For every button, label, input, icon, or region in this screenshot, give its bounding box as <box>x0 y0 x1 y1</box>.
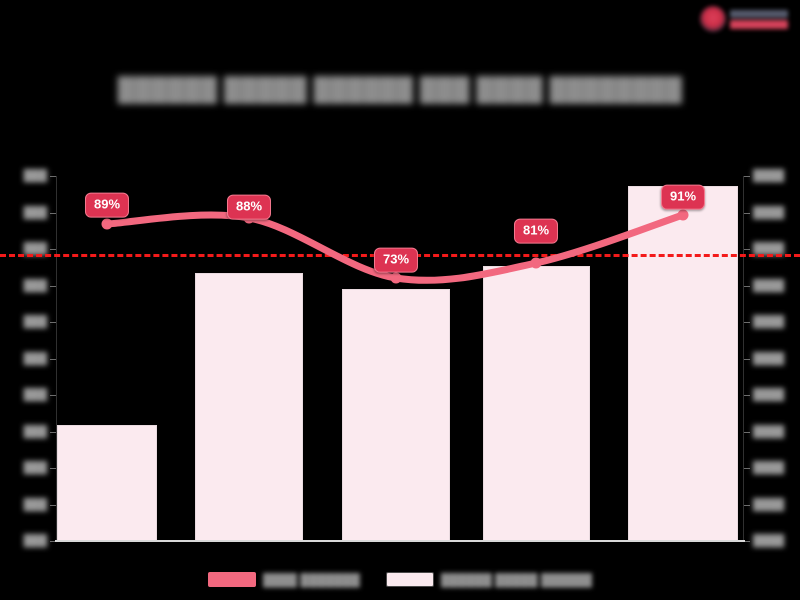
y-axis-right-tick-label: ████ <box>753 535 785 547</box>
logo-mark-icon <box>700 6 726 32</box>
data-label: 89% <box>84 192 130 218</box>
y-axis-left-tick <box>50 504 56 506</box>
logo-wordmark-line-1 <box>730 9 788 18</box>
data-label: 73% <box>373 247 419 273</box>
y-axis-right-tick-label: ████ <box>753 462 785 474</box>
y-axis-right-tick <box>744 176 750 177</box>
y-axis-left-tick <box>50 358 56 360</box>
y-axis-right-tick <box>744 468 750 469</box>
y-axis-left-tick <box>50 322 56 323</box>
chart-title: ██████ █████ ██████ ███ ████ ████████ <box>117 76 683 102</box>
line-marker[interactable] <box>390 272 402 284</box>
y-axis-left-tick <box>50 285 56 287</box>
y-axis-right-tick <box>744 249 750 250</box>
y-axis-right-tick-label: ████ <box>753 206 785 219</box>
y-axis-left-tick-label: ███ <box>23 352 47 365</box>
y-axis-left-tick-label: ███ <box>23 462 47 474</box>
y-axis-right-tick-label: ████ <box>753 389 785 401</box>
legend-label: ██████ █████ ██████ <box>440 572 593 587</box>
y-axis-right-tick-label: ████ <box>753 279 785 292</box>
brand-logo <box>700 4 792 34</box>
y-axis-right-tick-label: ████ <box>753 170 785 182</box>
y-axis-right-tick <box>744 358 750 360</box>
legend-swatch-bar <box>385 572 434 587</box>
y-axis-right-tick-label: ████ <box>753 243 785 255</box>
logo-wordmark-line-2 <box>730 19 788 29</box>
y-axis-right-tick <box>744 504 750 506</box>
y-axis-left-tick-label: ███ <box>23 425 47 438</box>
y-axis-right-tick <box>744 212 750 214</box>
y-axis-left-tick <box>50 176 56 177</box>
legend-swatch-line <box>207 572 256 587</box>
y-axis-left-tick-label: ███ <box>23 206 47 219</box>
y-axis-left-tick-label: ███ <box>23 389 47 401</box>
y-axis-left-tick-label: ███ <box>23 243 47 255</box>
logo-wordmark <box>730 9 788 29</box>
chart-legend: ████ ███████ ██████ █████ ██████ <box>0 572 800 587</box>
y-axis-left-tick-label: ███ <box>23 498 47 511</box>
y-axis-left-tick-label: ███ <box>23 316 47 328</box>
y-axis-right-tick <box>744 431 750 433</box>
legend-label: ████ ███████ <box>262 572 360 587</box>
data-label: 81% <box>513 218 559 244</box>
y-axis-right <box>743 176 744 541</box>
y-axis-right-tick-label: ████ <box>753 498 785 511</box>
y-axis-left-tick-label: ███ <box>23 279 47 292</box>
legend-item[interactable]: ██████ █████ ██████ <box>385 572 593 587</box>
y-axis-left-tick <box>50 212 56 214</box>
y-axis-left-tick-label: ███ <box>23 535 47 547</box>
bar[interactable] <box>195 273 303 541</box>
bar[interactable] <box>57 425 157 541</box>
y-axis-right-tick-label: ████ <box>753 425 785 438</box>
y-axis-left <box>56 176 57 541</box>
bar[interactable] <box>342 289 450 541</box>
plot-area: ███ ███ ███ ███ ███ ███ ███ ███ ███ ███ ███ ████ ██… <box>0 170 800 547</box>
y-axis-right-tick-label: ████ <box>753 316 785 328</box>
y-axis-right-tick-label: ████ <box>753 352 785 365</box>
y-axis-right-tick <box>744 285 750 287</box>
y-axis-left-tick <box>50 541 56 542</box>
x-axis-baseline <box>55 540 745 542</box>
y-axis-left-tick <box>50 395 56 396</box>
y-axis-right-tick <box>744 541 750 542</box>
y-axis-left-tick <box>50 431 56 433</box>
y-axis-left-tick-label: ███ <box>23 170 47 182</box>
y-axis-right-tick <box>744 395 750 396</box>
bar[interactable] <box>482 266 590 541</box>
y-axis-right-tick <box>744 322 750 323</box>
line-marker[interactable] <box>101 218 113 230</box>
data-label: 88% <box>226 194 272 220</box>
data-label: 91% <box>660 184 706 210</box>
y-axis-left-tick <box>50 468 56 469</box>
bar[interactable] <box>628 186 738 541</box>
legend-item[interactable]: ████ ███████ <box>207 572 360 587</box>
y-axis-left-tick <box>50 249 56 250</box>
